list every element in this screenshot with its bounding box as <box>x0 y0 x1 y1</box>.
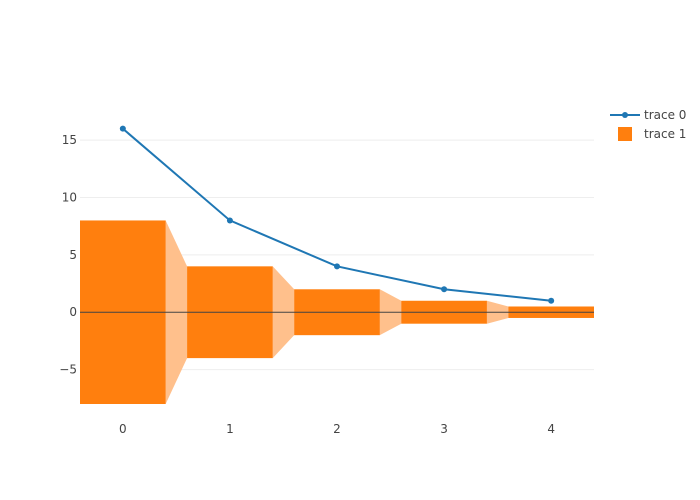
legend-trace-0-swatch-marker <box>622 112 628 118</box>
y-tick-label: 0 <box>69 305 77 319</box>
trace-0-point <box>548 297 555 304</box>
y-tick-label: 10 <box>62 191 77 205</box>
trace-0-point <box>334 263 340 270</box>
tick-layer: −5 0 5 10 15 0 1 2 3 4 <box>59 133 555 436</box>
trace-0-point <box>441 286 448 293</box>
trace-0-point <box>119 125 126 132</box>
x-tick-label: 4 <box>547 422 555 436</box>
legend-trace-1-swatch <box>618 127 632 141</box>
y-tick-label: 15 <box>62 133 77 147</box>
x-tick-label: 1 <box>226 422 234 436</box>
legend: trace 0 trace 1 <box>610 108 686 141</box>
line-layer <box>119 125 555 304</box>
legend-trace-0-label: trace 0 <box>644 108 686 122</box>
y-tick-label: 5 <box>69 248 77 262</box>
trace-0-point <box>226 217 233 224</box>
x-tick-label: 2 <box>333 422 341 436</box>
y-tick-label: −5 <box>59 363 77 377</box>
x-tick-label: 0 <box>119 422 127 436</box>
x-tick-label: 3 <box>440 422 448 436</box>
legend-trace-1-label: trace 1 <box>644 127 686 141</box>
